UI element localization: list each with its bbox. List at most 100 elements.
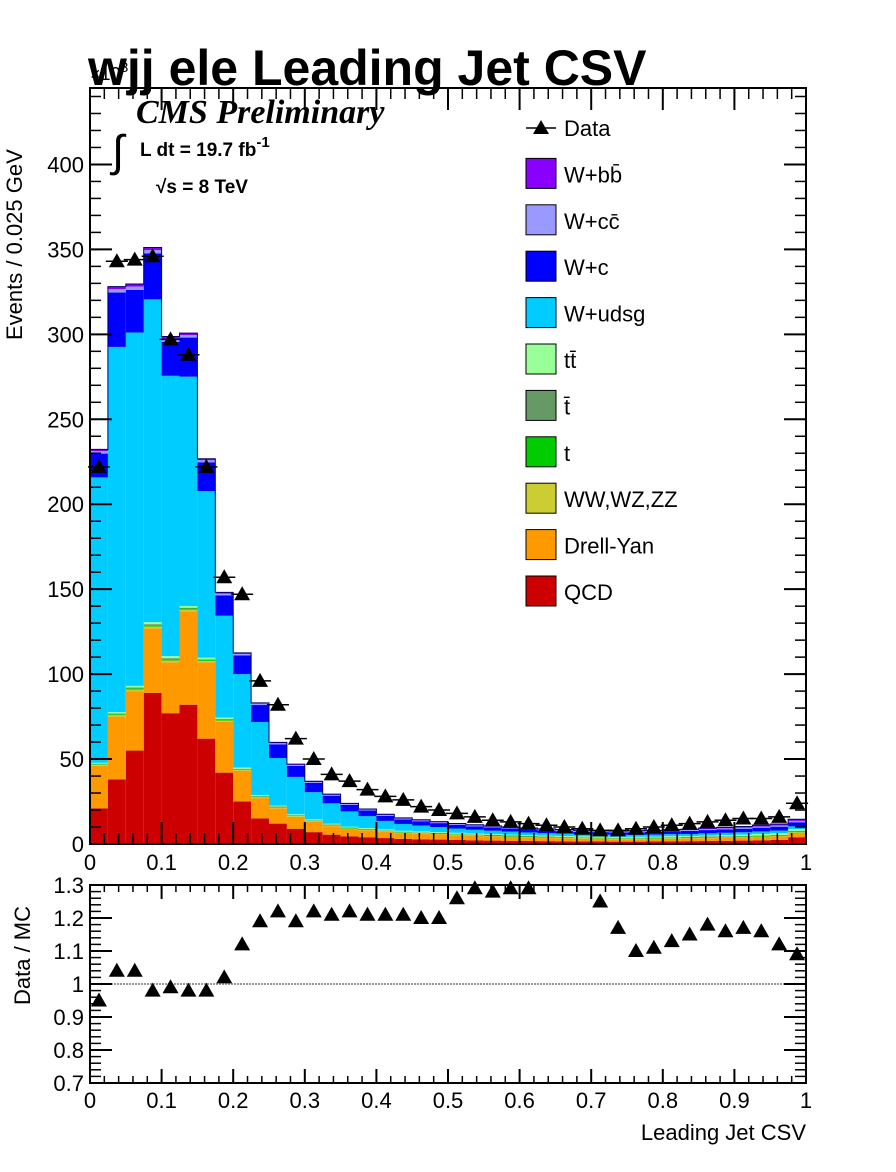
bar-tbar	[143, 624, 162, 626]
bar-tbar	[465, 834, 484, 835]
bar-dy	[143, 628, 162, 693]
bar-wcc	[286, 764, 305, 766]
bar-wudsg	[662, 834, 681, 837]
bar-wudsg	[770, 830, 789, 834]
bar-tt	[752, 833, 771, 836]
bar-tbar	[680, 837, 699, 838]
x-tick-label: 0.6	[504, 850, 535, 875]
bar-wudsg	[340, 811, 359, 827]
bar-wcc	[107, 289, 126, 293]
bar-dy	[233, 770, 252, 802]
bar-wcc	[251, 703, 269, 706]
bar-dy	[304, 821, 323, 833]
bar-vv	[430, 833, 448, 835]
bar-wudsg	[358, 816, 377, 829]
bar-dy	[573, 838, 592, 842]
bar-wudsg	[322, 803, 341, 824]
bar-tt	[680, 836, 699, 838]
legend-label: W+bb̄	[564, 162, 622, 187]
bar-vv	[698, 837, 717, 839]
bar-t	[430, 833, 448, 834]
bar-wudsg	[465, 829, 484, 834]
bar-wcc	[412, 820, 431, 822]
ratio-x-tick-label: 0.4	[361, 1088, 392, 1113]
bar-wc	[412, 821, 431, 826]
bar-t	[233, 769, 252, 770]
bar-qcd	[609, 841, 627, 844]
bar-t	[251, 796, 269, 798]
bar-wc	[448, 824, 466, 829]
bar-wudsg	[519, 832, 538, 836]
bar-wudsg	[680, 833, 699, 837]
bar-wbb	[716, 827, 735, 829]
bar-qcd	[197, 738, 216, 844]
lumi-exponent: -1	[256, 134, 269, 151]
bar-qcd	[662, 841, 681, 844]
energy-text: = 8 TeV	[177, 177, 248, 198]
bar-dy	[519, 837, 538, 841]
bar-wc	[286, 765, 305, 777]
y-tick-label: 50	[60, 747, 84, 772]
ratio-point	[216, 969, 233, 984]
bar-vv	[161, 660, 180, 663]
bar-dy	[215, 721, 234, 773]
bar-tbar	[537, 836, 556, 838]
ratio-y-tick-label: 1.1	[53, 939, 84, 964]
ratio-x-tick-label: 0.9	[719, 1088, 750, 1113]
bar-wudsg	[716, 832, 735, 835]
bar-dy	[734, 837, 753, 841]
bar-tbar	[609, 837, 627, 839]
x-tick-label: 0.7	[576, 850, 607, 875]
ratio-point	[377, 906, 394, 921]
bar-qcd	[734, 840, 753, 844]
bar-t	[394, 832, 413, 833]
bar-t	[465, 834, 484, 836]
bar-tt	[662, 836, 681, 838]
data-point	[234, 586, 251, 601]
bar-wcc	[269, 743, 287, 745]
bar-t	[286, 815, 305, 817]
legend-swatch-qcd	[525, 575, 557, 607]
bar-qcd	[251, 818, 269, 844]
bar-tt	[394, 830, 413, 832]
bar-tbar	[770, 834, 789, 836]
bar-wbb	[788, 819, 806, 821]
bar-tt	[269, 805, 287, 807]
y-tick-label: 250	[47, 407, 84, 432]
bar-qcd	[627, 841, 645, 844]
bar-wcc	[430, 822, 448, 824]
bar-tbar	[340, 827, 359, 829]
legend-swatch-tt	[525, 343, 557, 375]
bar-wc	[788, 822, 806, 827]
bar-dy	[179, 611, 198, 705]
data-point	[502, 813, 519, 828]
bar-tbar	[161, 658, 180, 660]
bar-vv	[90, 764, 108, 766]
legend-swatch-wcc	[525, 204, 557, 236]
legend-label: Data	[564, 116, 611, 141]
data-point	[162, 331, 179, 346]
legend-label: t̄	[564, 394, 570, 419]
bar-tbar	[788, 830, 806, 832]
bar-dy	[752, 837, 771, 841]
bar-wudsg	[251, 722, 269, 796]
bar-t	[143, 625, 162, 627]
ratio-point	[610, 919, 627, 934]
bar-wc	[358, 810, 377, 817]
lumi-label: L dt = 19.7 fb-1	[140, 134, 270, 161]
bar-tt	[143, 622, 162, 625]
bar-wbb	[215, 592, 234, 594]
bar-wc	[680, 830, 699, 834]
bar-wc	[251, 705, 269, 723]
bar-wcc	[698, 829, 717, 831]
bar-wc	[269, 744, 287, 759]
bar-tt	[107, 712, 126, 714]
bar-wcc	[448, 824, 466, 825]
bar-qcd	[573, 841, 592, 844]
data-point	[645, 819, 662, 834]
ratio-x-tick-label: 0.1	[146, 1088, 177, 1113]
bar-tbar	[627, 837, 645, 839]
bar-tbar	[179, 607, 198, 609]
bar-tbar	[662, 837, 681, 838]
legend-label: WW,WZ,ZZ	[564, 487, 678, 512]
